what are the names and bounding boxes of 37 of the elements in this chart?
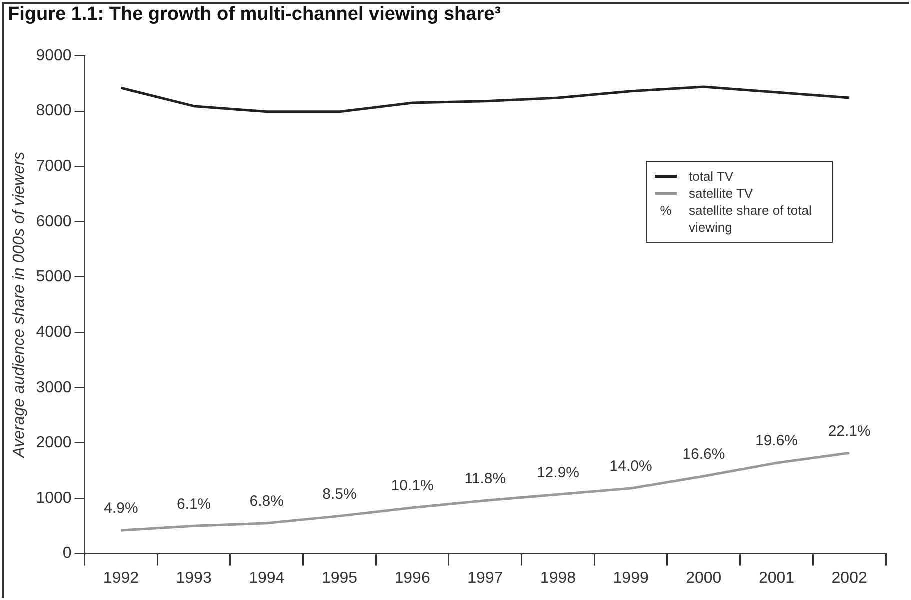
y-tick-label: 8000 bbox=[36, 102, 72, 120]
x-tick-label: 2002 bbox=[832, 570, 868, 587]
x-tick-label: 1992 bbox=[103, 570, 140, 587]
text: % satellite share of total viewing bbox=[660, 203, 812, 235]
annotation: 6.8% bbox=[250, 493, 284, 510]
x-tick-label: 1998 bbox=[540, 570, 576, 587]
x-tick-label: 1995 bbox=[322, 570, 358, 587]
annotation: 19.6% bbox=[755, 432, 798, 450]
y-tick-label: 9000 bbox=[36, 47, 72, 64]
annotation: 10.1% bbox=[391, 478, 434, 495]
annotation: 11.8% bbox=[464, 470, 506, 488]
x-tick-label: 2001 bbox=[758, 570, 795, 587]
y-tick-label: 6000 bbox=[36, 213, 72, 230]
annotation: 16.6% bbox=[682, 446, 726, 464]
y-tick-label: 0 bbox=[62, 545, 72, 562]
x-tick-label: 2000 bbox=[686, 570, 722, 587]
legend-label: total TV bbox=[689, 168, 734, 185]
x-tick-label: 1997 bbox=[468, 570, 504, 587]
annotation: 6.1% bbox=[176, 496, 212, 513]
x-tick-label: 1996 bbox=[394, 570, 430, 587]
x-tick-label: 1993 bbox=[176, 570, 212, 587]
y-tick-label: 3000 bbox=[36, 379, 72, 396]
annotation: 22.1% bbox=[828, 422, 871, 440]
annotation: 14.0% bbox=[610, 458, 652, 476]
x-tick-label: 1994 bbox=[249, 570, 285, 587]
x-tick-label: 1999 bbox=[613, 570, 649, 587]
annotation: 12.9% bbox=[536, 464, 580, 482]
y-tick-label: 7000 bbox=[36, 158, 72, 176]
legend-label: satellite TV bbox=[689, 185, 754, 202]
y-tick-label: 1000 bbox=[36, 490, 72, 507]
y-tick-label: 5000 bbox=[36, 268, 72, 286]
annotation: 4.9% bbox=[104, 500, 138, 518]
y-tick-label: 4000 bbox=[36, 324, 72, 341]
annotation: 8.5% bbox=[322, 486, 357, 503]
chart-title: Figure 1.1: The growth of multi-channel viewing share³ bbox=[8, 4, 501, 26]
y-tick-label: 2000 bbox=[36, 434, 72, 452]
y-axis-title: Average audience share in 000s of viewers bbox=[11, 152, 28, 459]
